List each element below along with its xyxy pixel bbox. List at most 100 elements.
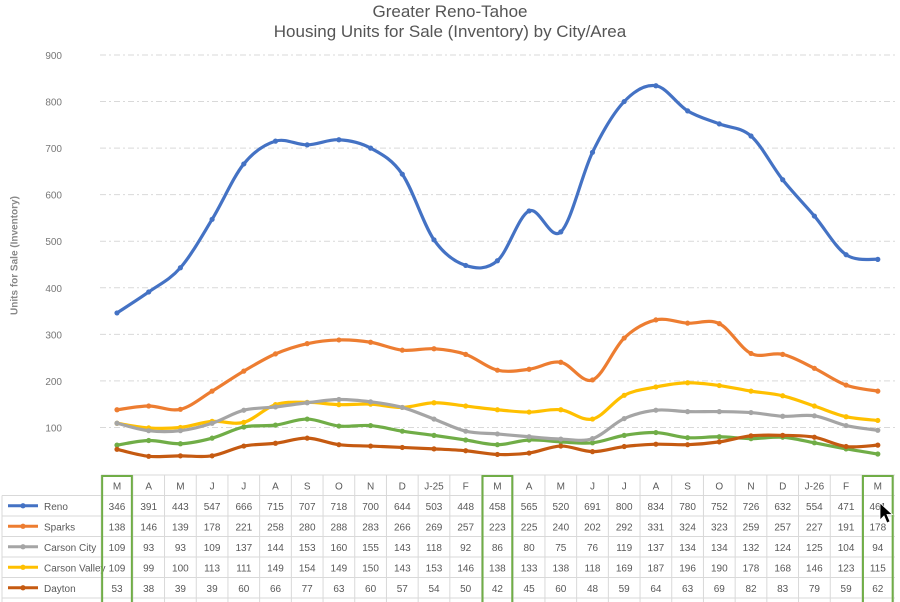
table-value-cell: 118 [585,563,601,574]
table-value-cell: 60 [555,584,567,595]
data-point-dayton [526,450,532,456]
table-value-cell: 146 [457,563,474,574]
data-point-dayton [431,446,437,452]
table-value-cell: 752 [711,502,728,513]
data-point-dayton [685,442,691,448]
chart-title-line1: Greater Reno-Tahoe [372,2,528,21]
table-value-cell: 257 [774,522,791,533]
data-point-reno [368,145,374,151]
data-point-sparks [621,335,627,341]
data-point-carson-valley [621,392,627,398]
data-point-fernley [399,428,405,434]
table-value-cell: 39 [175,584,187,595]
data-point-carson-city [272,404,279,410]
y-tick-label: 600 [45,191,62,202]
table-header-cell: S [304,481,311,492]
data-point-carson-city [146,428,152,434]
table-value-cell: 133 [521,563,538,574]
data-point-carson-valley [811,403,818,409]
data-point-carson-city [304,400,310,406]
data-point-dayton [716,439,722,445]
data-point-sparks [241,368,247,374]
data-point-fernley [209,435,215,441]
table-value-cell: 60 [238,584,250,595]
table-value-cell: 138 [109,522,126,533]
series-line-carson-valley [115,381,880,430]
table-value-cell: 38 [143,584,155,595]
table-value-cell: 64 [650,584,662,595]
table-value-cell: 191 [838,522,855,533]
data-point-sparks [811,365,818,371]
table-value-cell: 57 [397,584,409,595]
data-point-carson-valley [875,417,881,424]
y-tick-label: 500 [45,237,62,248]
table-value-cell: 160 [331,543,348,554]
series-line-reno [115,83,880,315]
data-point-carson-valley [685,380,691,386]
table-value-cell: 169 [616,563,633,574]
data-point-carson-city [843,422,849,429]
table-value-cell: 50 [460,584,472,595]
table-value-cell: 187 [648,563,665,574]
data-point-sparks [431,346,437,352]
table-value-cell: 269 [426,522,443,533]
table-header-cell: F [843,481,849,492]
legend-label: Carson Valley [44,563,106,574]
legend-key-marker [20,564,26,570]
table-value-cell: 59 [841,584,853,595]
table-value-cell: 292 [616,522,633,533]
table-value-cell: 134 [679,543,696,554]
data-point-reno [589,149,596,155]
table-value-cell: 93 [143,543,155,554]
table-value-cell: 42 [492,584,504,595]
table-value-cell: 520 [552,502,569,513]
table-header-cell: M [557,481,565,492]
data-point-reno [209,216,215,222]
data-point-dayton [621,443,627,450]
data-point-fernley [875,451,881,457]
table-value-cell: 458 [489,502,506,513]
table-header-cell: J-26 [805,481,825,492]
data-point-carson-valley [748,388,754,394]
data-point-carson-city [716,409,722,415]
data-point-sparks [780,351,786,357]
y-tick-label: 900 [45,51,62,62]
data-point-carson-city [748,409,754,416]
data-point-reno [177,265,183,271]
data-point-sparks [685,320,691,326]
data-point-fernley [494,442,500,448]
table-value-cell: 448 [457,502,474,513]
table-value-cell: 221 [235,522,252,533]
data-point-dayton [209,453,215,459]
data-point-fernley [716,434,722,440]
table-value-cell: 331 [648,522,665,533]
table-value-cell: 94 [872,543,884,554]
data-point-carson-city [526,434,532,440]
table-header-cell: N [367,481,374,492]
table-value-cell: 60 [365,584,377,595]
table-value-cell: 93 [175,543,187,554]
table-value-cell: 718 [331,502,348,513]
table-value-cell: 834 [648,502,665,513]
data-point-sparks [653,317,659,323]
table-value-cell: 146 [140,522,157,533]
table-value-cell: 154 [299,563,316,574]
data-point-carson-valley [431,400,437,406]
data-point-carson-valley [843,414,849,420]
legend-label: Sparks [44,522,75,533]
table-value-cell: 66 [270,584,282,595]
data-point-dayton [748,433,754,439]
table-value-cell: 45 [524,584,536,595]
data-point-carson-valley [589,416,596,422]
data-point-reno [843,252,849,258]
data-point-fernley [304,416,310,422]
table-value-cell: 53 [111,584,123,595]
table-value-cell: 113 [204,563,220,574]
table-value-cell: 137 [235,543,252,554]
table-value-cell: 715 [267,502,284,513]
data-point-dayton [368,443,374,449]
table-value-cell: 80 [524,543,536,554]
table-value-cell: 99 [143,563,155,574]
data-point-sparks [272,351,279,357]
table-header-cell: M [176,481,184,492]
